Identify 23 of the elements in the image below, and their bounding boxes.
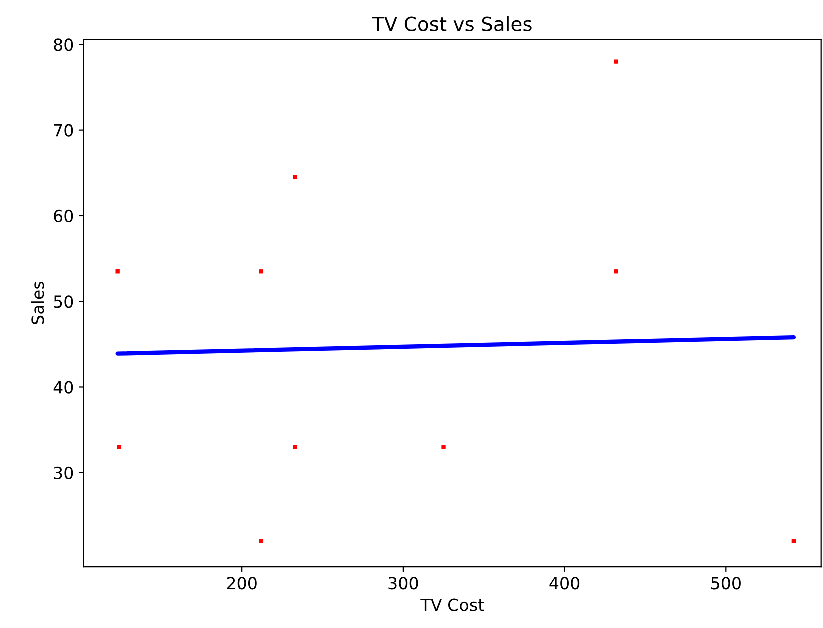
x-axis-title: TV Cost — [420, 598, 484, 612]
point — [116, 270, 120, 274]
point — [442, 445, 446, 450]
point — [614, 270, 619, 274]
y-tick-label: 80 — [54, 38, 74, 52]
y-axis-title: Sales — [31, 282, 44, 324]
y-tick-label: 70 — [54, 124, 74, 137]
point — [792, 539, 796, 544]
point — [259, 539, 264, 544]
y-tick-label: 50 — [54, 296, 74, 308]
point — [259, 270, 264, 274]
chart-title: TV Cost vs Sales — [372, 16, 532, 32]
x-tick-label: 500 — [712, 577, 741, 590]
point — [293, 175, 298, 180]
x-tick-label: 200 — [227, 577, 257, 590]
y-tick-label: 30 — [54, 466, 74, 480]
x-tick-label: 300 — [388, 577, 418, 590]
point — [293, 445, 298, 450]
y-tick-label: 40 — [54, 381, 74, 394]
point — [117, 445, 122, 450]
x-tick-label: 400 — [550, 577, 580, 590]
y-tick-label: 60 — [54, 210, 74, 223]
point — [614, 60, 619, 64]
